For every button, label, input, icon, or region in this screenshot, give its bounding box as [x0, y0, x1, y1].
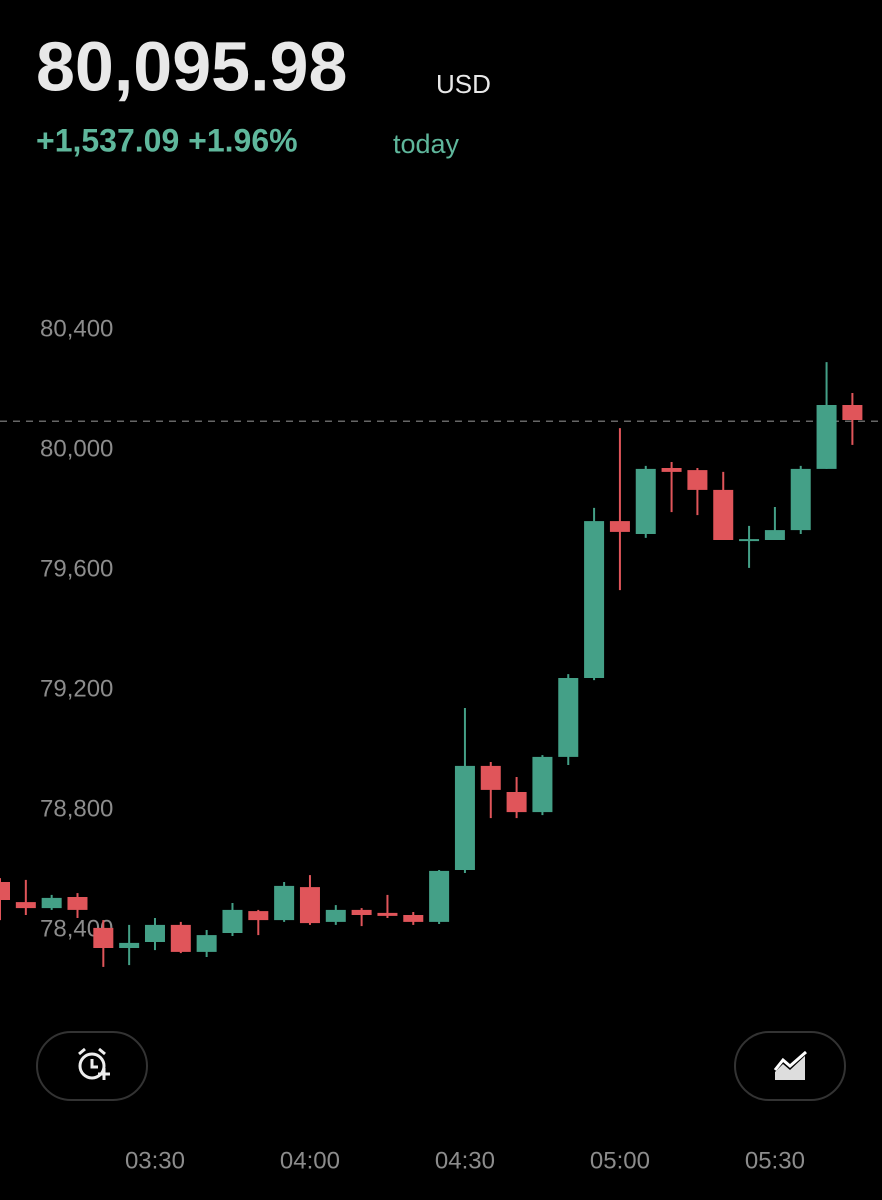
candle-body	[41, 897, 62, 909]
x-tick-label: 04:00	[280, 1147, 340, 1174]
candle-body	[609, 521, 630, 532]
candle-body	[532, 756, 553, 813]
x-tick-label: 04:30	[435, 1147, 495, 1174]
y-tick-label: 78,800	[40, 795, 113, 822]
candle-body	[67, 897, 88, 910]
candle-body	[764, 530, 785, 540]
candle-body	[816, 405, 837, 469]
chart-type-icon	[773, 1050, 807, 1080]
price: 80,095.98	[36, 27, 347, 105]
y-tick-label: 80,400	[40, 315, 113, 342]
change: +1,537.09 +1.96%	[36, 122, 298, 158]
plot: 78,40078,80079,20079,60080,00080,40003:3…	[0, 315, 882, 1174]
candle-body	[454, 765, 475, 870]
candle-body	[248, 911, 269, 921]
y-tick-label: 80,000	[40, 435, 113, 462]
currency: USD	[436, 69, 491, 99]
candle-body	[584, 521, 605, 678]
candle-body	[299, 887, 320, 924]
candle-body	[351, 909, 372, 915]
candle-body	[93, 927, 114, 948]
candle-body	[661, 468, 682, 472]
candle-body	[403, 915, 424, 922]
candle-body	[222, 909, 243, 933]
candle-body	[506, 792, 527, 813]
alarm-icon	[78, 1047, 110, 1080]
candle-body	[558, 678, 579, 757]
candle-body	[790, 468, 811, 531]
candle-body	[429, 870, 450, 922]
y-tick-label: 79,200	[40, 675, 113, 702]
candle-body	[325, 909, 346, 922]
candle-body	[377, 912, 398, 916]
period: today	[393, 129, 460, 159]
candle-body	[687, 470, 708, 490]
candle-body	[480, 765, 501, 790]
candle-body	[635, 468, 656, 534]
candle-body	[274, 885, 295, 921]
x-tick-label: 05:00	[590, 1147, 650, 1174]
candle-body	[170, 924, 191, 952]
candle-body	[842, 405, 863, 420]
candle-body	[0, 882, 10, 900]
candle-body	[739, 539, 760, 542]
candle-body	[196, 935, 217, 952]
candle-body	[15, 902, 36, 909]
x-tick-label: 03:30	[125, 1147, 185, 1174]
y-tick-label: 79,600	[40, 555, 113, 582]
candle-body	[713, 489, 734, 540]
candle-body	[119, 942, 140, 948]
candle-body	[144, 924, 165, 942]
x-tick-label: 05:30	[745, 1147, 805, 1174]
